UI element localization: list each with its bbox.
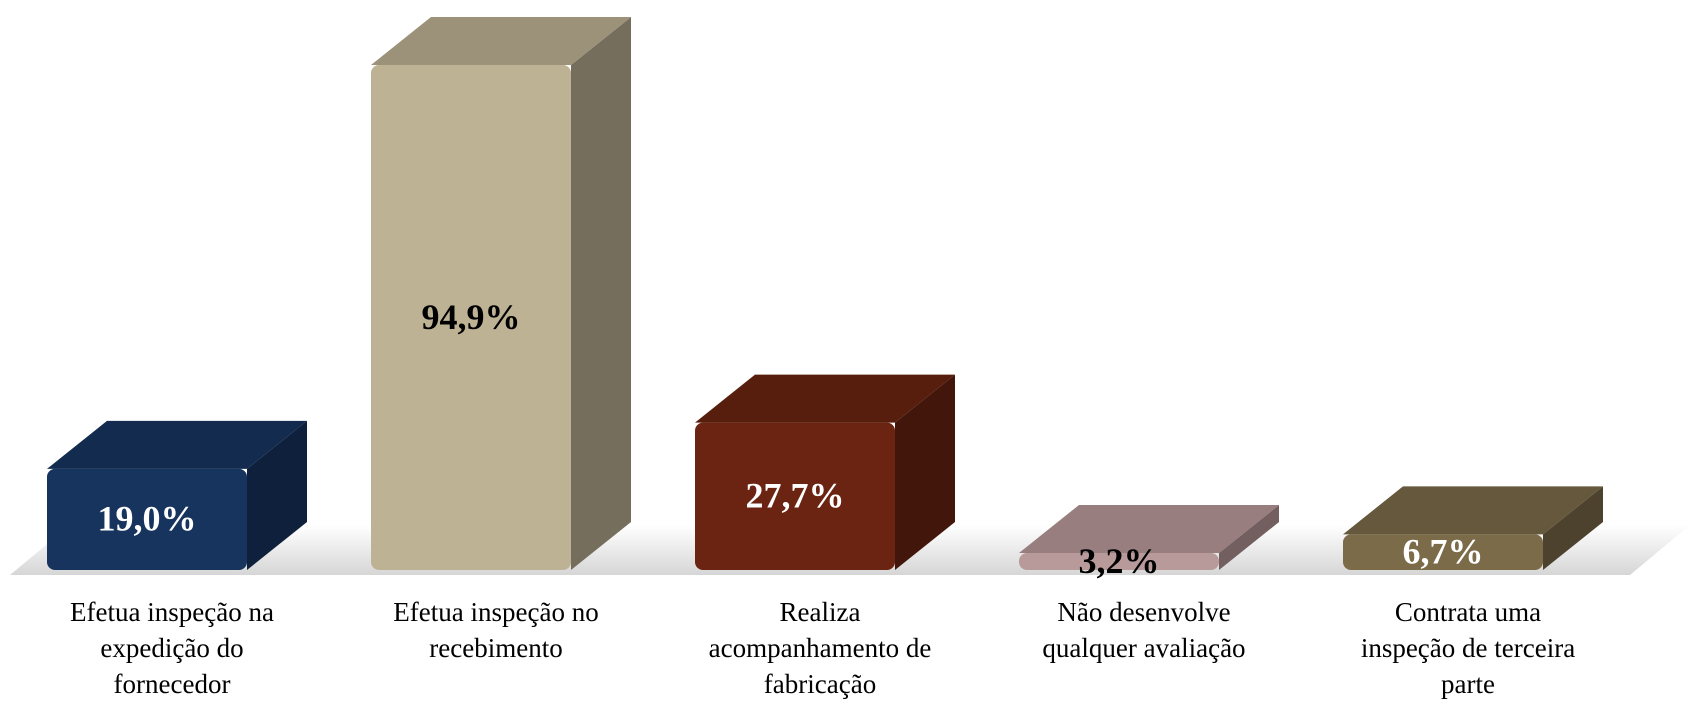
bar-side xyxy=(571,17,631,570)
bar-side xyxy=(895,374,955,570)
bar-top xyxy=(695,374,955,423)
x-tick-label: recebimento xyxy=(429,633,562,663)
x-tick-label: Contrata uma xyxy=(1395,597,1541,627)
x-tick-label: fabricação xyxy=(764,669,876,699)
bar xyxy=(1343,534,1543,570)
x-tick-label: expedição do xyxy=(100,633,243,663)
value-label: 3,2% xyxy=(1079,541,1160,581)
x-tick-label: Não desenvolve xyxy=(1057,597,1230,627)
bar-top xyxy=(47,420,307,469)
x-tick-label: qualquer avaliação xyxy=(1042,633,1245,663)
bar-side xyxy=(247,420,307,570)
bar xyxy=(47,468,247,570)
bar-side xyxy=(1543,486,1603,570)
bar xyxy=(371,65,571,570)
x-tick-label: Realiza xyxy=(780,597,861,627)
bar-top xyxy=(1019,504,1279,553)
value-label: 94,9% xyxy=(422,297,521,337)
value-label: 6,7% xyxy=(1403,531,1484,571)
x-tick-label: Efetua inspeção na xyxy=(70,597,274,627)
bar-top xyxy=(1343,486,1603,535)
bar-top xyxy=(371,17,631,65)
x-tick-label: fornecedor xyxy=(114,669,231,699)
x-tick-label: Efetua inspeção no xyxy=(393,597,598,627)
x-tick-label: inspeção de terceira xyxy=(1361,633,1575,663)
value-label: 27,7% xyxy=(746,476,845,516)
x-tick-label: acompanhamento de xyxy=(709,633,932,663)
x-tick-label: parte xyxy=(1441,669,1495,699)
bar xyxy=(1019,552,1219,570)
bar xyxy=(695,422,895,570)
value-label: 19,0% xyxy=(98,499,197,539)
bar-side xyxy=(1219,504,1279,570)
